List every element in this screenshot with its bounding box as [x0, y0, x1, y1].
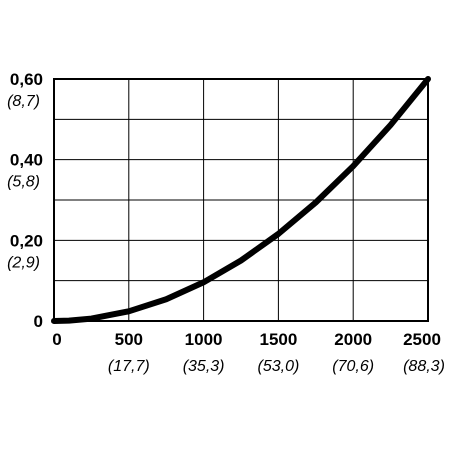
x-tick-label-3: 1500	[259, 330, 297, 349]
x-tick-sublabel-4: (70,6)	[332, 358, 374, 375]
plot-frame	[53, 78, 429, 322]
x-tick-label-2: 1000	[185, 330, 223, 349]
y-tick-label-1: 0,20	[10, 231, 43, 250]
x-axis-ticks: 0 500 (17,7) 1000 (35,3) 1500 (53,0) 2000 (70,6)…	[52, 330, 445, 375]
y-tick-sublabel-1: (2,9)	[7, 254, 40, 271]
x-tick-sublabel-3: (53,0)	[258, 358, 300, 375]
x-tick-label-0: 0	[52, 330, 61, 349]
x-tick-label-4: 2000	[334, 330, 372, 349]
x-tick-sublabel-5: (88,3)	[403, 358, 445, 375]
y-tick-label-0: 0	[34, 312, 43, 331]
y-axis-ticks: 0 0,20 (2,9) 0,40 (5,8) 0,60 (8,7)	[7, 70, 43, 331]
y-tick-label-3: 0,60	[10, 70, 43, 89]
x-tick-label-1: 500	[115, 330, 143, 349]
grid	[53, 78, 429, 322]
x-tick-sublabel-2: (35,3)	[183, 358, 225, 375]
y-tick-sublabel-3: (8,7)	[7, 93, 40, 110]
x-tick-sublabel-1: (17,7)	[108, 358, 150, 375]
x-tick-label-5: 2500	[403, 330, 441, 349]
y-tick-sublabel-2: (5,8)	[7, 174, 40, 191]
series-line	[51, 76, 431, 324]
y-tick-label-2: 0,40	[10, 151, 43, 170]
